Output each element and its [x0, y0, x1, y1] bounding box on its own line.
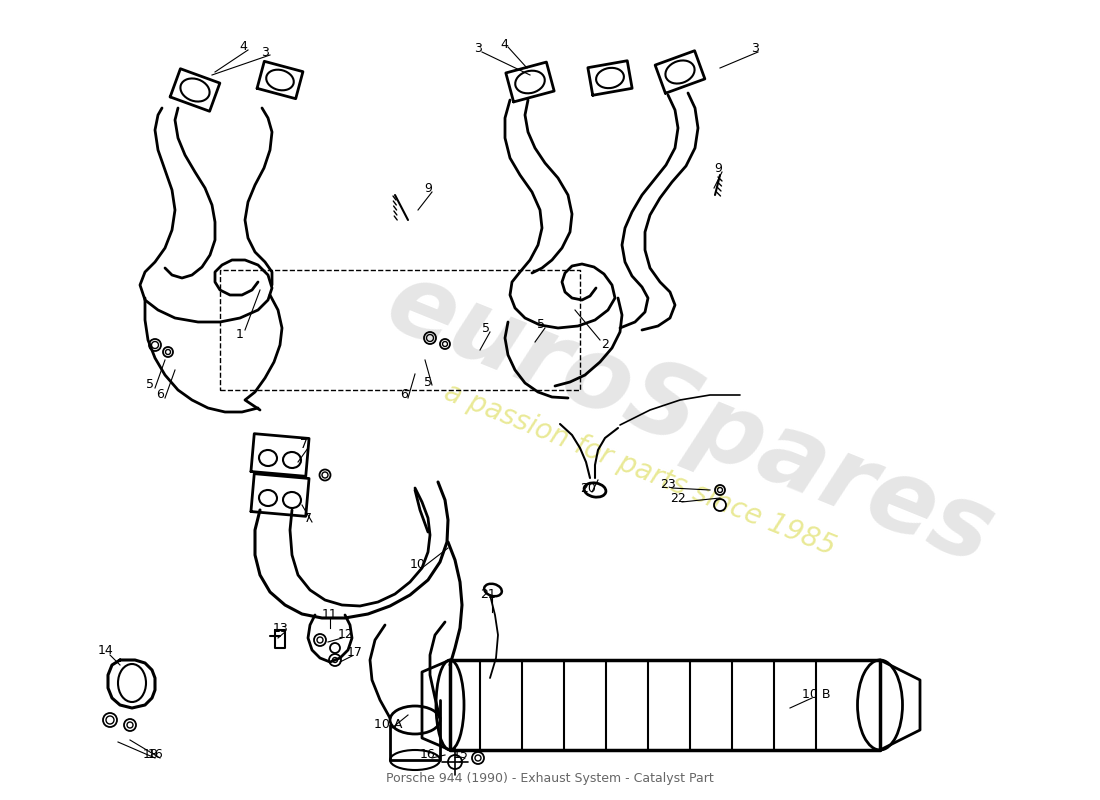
Text: a passion for parts since 1985: a passion for parts since 1985: [440, 378, 839, 562]
Text: 12: 12: [338, 629, 354, 642]
Text: 10 B: 10 B: [802, 689, 830, 702]
Text: 9: 9: [425, 182, 432, 194]
Text: 5: 5: [537, 318, 544, 330]
Text: 13: 13: [273, 622, 289, 634]
Text: 22: 22: [670, 491, 686, 505]
Text: 2: 2: [601, 338, 609, 351]
Text: 1: 1: [236, 329, 244, 342]
Text: 4: 4: [239, 41, 246, 54]
Text: 10 A: 10 A: [374, 718, 403, 730]
Text: 5: 5: [424, 375, 432, 389]
Text: 5: 5: [146, 378, 154, 391]
Text: 11: 11: [322, 607, 338, 621]
Text: 6: 6: [156, 389, 164, 402]
Text: 7: 7: [300, 438, 308, 450]
Text: 17: 17: [348, 646, 363, 658]
Text: 5: 5: [482, 322, 490, 334]
Text: 15: 15: [453, 747, 469, 761]
Text: 10: 10: [410, 558, 426, 570]
Text: 6: 6: [400, 389, 408, 402]
Text: 7: 7: [304, 511, 312, 525]
Text: 3: 3: [474, 42, 482, 55]
Text: euroSpares: euroSpares: [373, 254, 1008, 586]
Text: 3: 3: [261, 46, 268, 58]
Text: 14: 14: [98, 645, 114, 658]
Text: 20: 20: [580, 482, 596, 494]
Text: 4: 4: [500, 38, 508, 50]
Text: 21: 21: [480, 587, 496, 601]
Text: 9: 9: [714, 162, 722, 174]
Text: 18: 18: [143, 749, 158, 762]
Text: 16: 16: [148, 747, 164, 761]
Text: 3: 3: [751, 42, 759, 55]
Text: 16: 16: [420, 747, 436, 761]
Text: Porsche 944 (1990) - Exhaust System - Catalyst Part: Porsche 944 (1990) - Exhaust System - Ca…: [386, 772, 714, 785]
Text: 23: 23: [660, 478, 675, 490]
